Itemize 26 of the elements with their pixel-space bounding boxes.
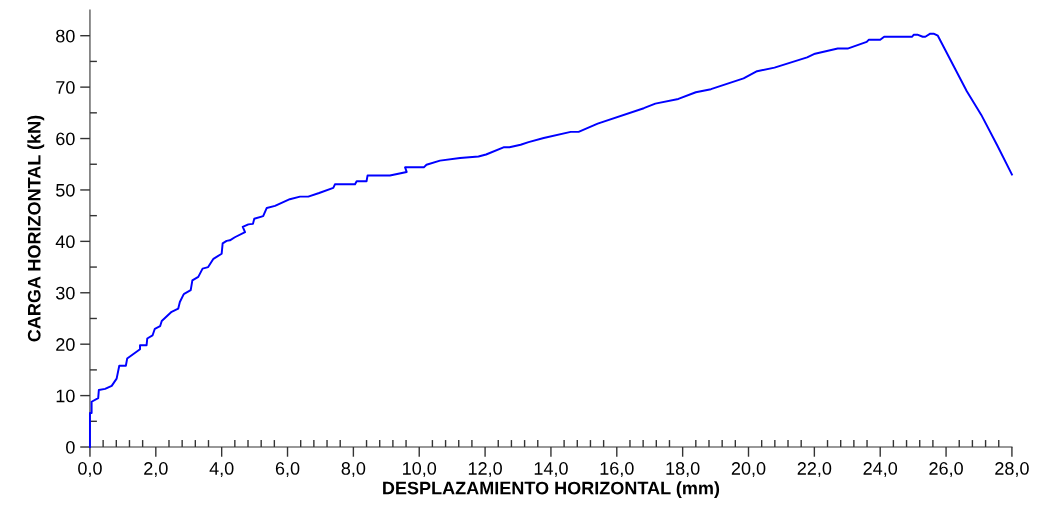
x-tick-label: 16,0: [600, 462, 634, 477]
x-tick-label: 24,0: [863, 462, 898, 477]
y-tick-label: 30: [55, 286, 75, 300]
x-tick-label: 4,0: [209, 462, 234, 477]
x-tick-label: 18,0: [666, 462, 700, 477]
x-tick-label: 26,0: [929, 462, 963, 477]
y-axis-title: CARGA HORIZONTAL (kN): [27, 115, 45, 342]
y-tick-label: 60: [56, 132, 75, 146]
x-tick-label: 10,0: [403, 462, 437, 477]
x-tick-label: 20,0: [731, 462, 766, 477]
x-tick-label: 8,0: [341, 462, 366, 477]
y-tick-label: 80: [56, 29, 75, 43]
y-tick-label: 70: [56, 81, 75, 94]
x-axis-title: DESPLAZAMIENTO HORIZONTAL (mm): [383, 481, 720, 499]
y-tick-label: 50: [56, 183, 75, 197]
y-tick-label: 0: [66, 440, 75, 454]
x-tick-label: 22,0: [797, 462, 832, 477]
y-tick-label: 20: [56, 338, 75, 351]
x-tick-label: 14,0: [534, 462, 568, 477]
x-tick-label: 6,0: [275, 462, 300, 477]
x-tick-label: 0,0: [78, 462, 102, 477]
x-tick-label: 12,0: [468, 462, 502, 477]
x-tick-label: 2,0: [144, 462, 168, 477]
y-tick-label: 10: [56, 389, 75, 403]
x-tick-label: 28,0: [995, 462, 1029, 477]
y-tick-label: 40: [55, 235, 75, 249]
